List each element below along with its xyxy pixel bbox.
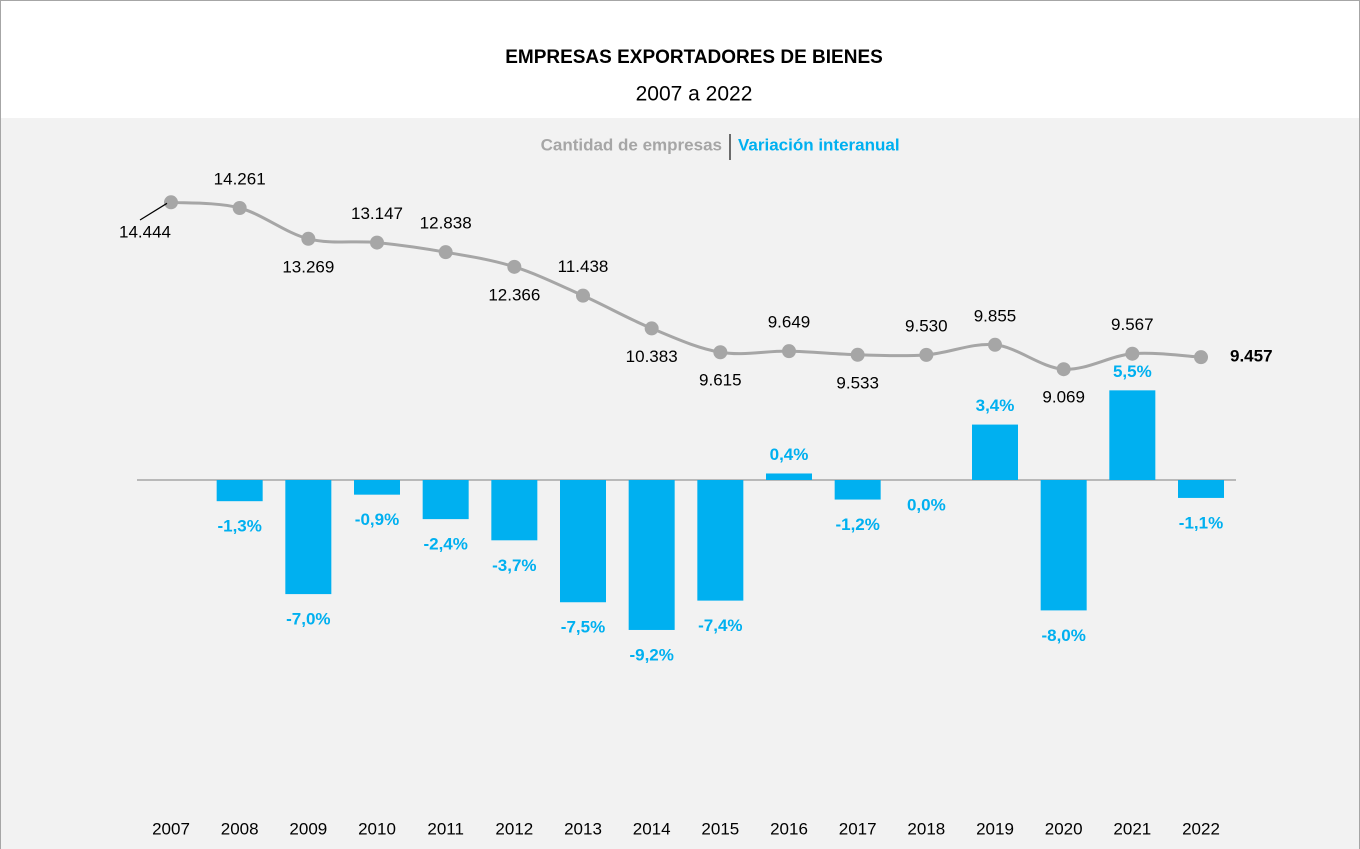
- x-tick-label: 2021: [1113, 819, 1151, 838]
- bar: [628, 480, 675, 630]
- data-label: 9.855: [974, 306, 1017, 325]
- line-point: [1125, 346, 1140, 361]
- data-label: 9.530: [905, 316, 948, 335]
- data-label: 11.438: [558, 257, 609, 276]
- data-label: -0,9%: [355, 510, 399, 529]
- data-label: 10.383: [626, 347, 678, 366]
- x-tick-label: 2019: [976, 819, 1014, 838]
- bar: [834, 480, 881, 500]
- x-tick-label: 2016: [770, 819, 808, 838]
- bar: [1040, 480, 1087, 611]
- data-label: -7,4%: [698, 616, 742, 635]
- x-tick-label: 2015: [701, 819, 739, 838]
- x-tick-label: 2012: [495, 819, 533, 838]
- line-point: [164, 195, 178, 210]
- bar: [560, 480, 606, 603]
- line-point: [988, 337, 1002, 352]
- legend-label: Cantidad de empresas: [541, 135, 722, 154]
- data-label: 12.366: [488, 285, 540, 304]
- plot-panel: [1, 118, 1359, 849]
- line-point: [507, 259, 522, 274]
- data-label: 0,4%: [770, 445, 809, 464]
- data-label: 13.269: [282, 257, 334, 276]
- line-point: [438, 245, 453, 260]
- line: [170, 200, 1202, 371]
- data-label: 13.147: [351, 204, 403, 223]
- data-label: -3,7%: [492, 556, 536, 575]
- data-label: 9.567: [1111, 315, 1154, 334]
- bar: [1178, 480, 1224, 498]
- data-label: -1,1%: [1179, 513, 1223, 532]
- data-label: -2,4%: [423, 535, 467, 554]
- x-tick-label: 2007: [152, 819, 190, 838]
- bar: [354, 480, 400, 495]
- data-label: 9.457: [1230, 347, 1273, 366]
- bar: [766, 473, 812, 480]
- data-label: 14.261: [214, 169, 266, 188]
- line-point: [919, 347, 934, 362]
- x-tick-label: 2013: [564, 819, 602, 838]
- bar: [285, 480, 332, 595]
- chart-title: EMPRESAS EXPORTADORES DE BIENES: [505, 47, 883, 68]
- line-point: [232, 200, 247, 215]
- x-tick-label: 2018: [907, 819, 945, 838]
- data-label: -8,0%: [1041, 626, 1085, 645]
- x-tick-label: 2008: [221, 819, 259, 838]
- x-tick-label: 2009: [289, 819, 327, 838]
- line-point: [782, 344, 796, 359]
- data-label: 3,4%: [976, 396, 1015, 415]
- x-tick-label: 2011: [427, 819, 464, 838]
- line-point: [576, 288, 590, 303]
- bar: [697, 480, 744, 601]
- data-label: 5,5%: [1113, 362, 1152, 381]
- data-label: -9,2%: [629, 645, 673, 664]
- data-label: 9.069: [1042, 388, 1085, 407]
- data-label: -7,0%: [286, 610, 330, 629]
- data-label: 12.838: [420, 214, 472, 233]
- x-tick-label: 2014: [633, 819, 671, 838]
- x-tick-label: 2022: [1182, 819, 1220, 838]
- data-label: -7,5%: [561, 618, 605, 637]
- legend-label: Variación interanual: [738, 135, 900, 154]
- bar: [1109, 390, 1156, 480]
- chart-subtitle: 2007 a 2022: [636, 83, 753, 106]
- data-label: -1,3%: [217, 517, 261, 536]
- line-point: [644, 321, 659, 336]
- bar: [422, 480, 469, 520]
- data-label: -1,2%: [835, 515, 879, 534]
- bar: [491, 480, 538, 541]
- line-point: [713, 345, 728, 360]
- data-label: 0,0%: [907, 495, 946, 514]
- bar: [972, 424, 1018, 480]
- data-label: 14.444: [119, 222, 171, 241]
- x-tick-label: 2010: [358, 819, 396, 838]
- x-tick-label: 2017: [839, 819, 877, 838]
- line-point: [301, 231, 316, 246]
- line-point: [370, 235, 384, 250]
- data-label: 9.649: [768, 313, 811, 332]
- data-label: 9.615: [699, 371, 742, 390]
- bar: [216, 480, 263, 502]
- leader-line: [139, 202, 168, 221]
- data-label: 9.533: [836, 373, 879, 392]
- line-point: [1194, 350, 1208, 365]
- line-point: [1056, 362, 1071, 377]
- x-tick-label: 2020: [1045, 819, 1083, 838]
- line-point: [850, 347, 865, 362]
